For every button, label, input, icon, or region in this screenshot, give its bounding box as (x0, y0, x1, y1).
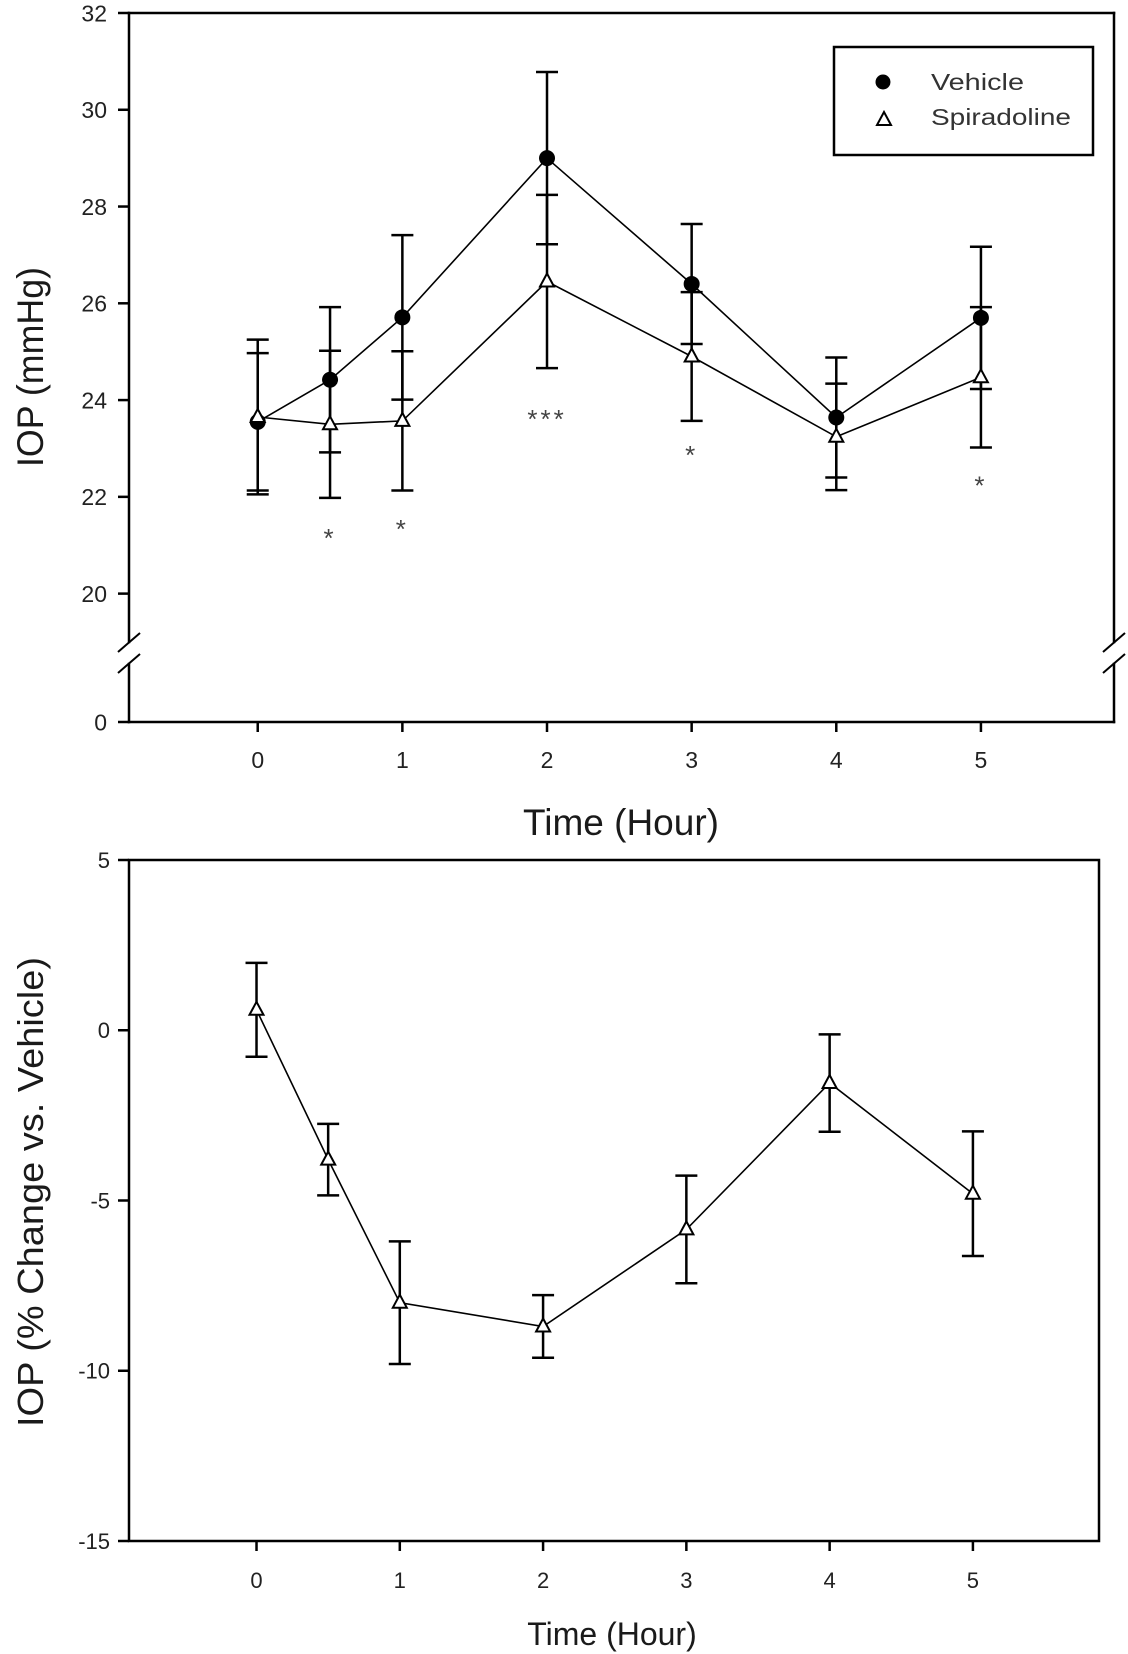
plot-marks (245, 961, 984, 1366)
marker-vehicle (828, 409, 845, 426)
x-tick-label: 0 (251, 747, 264, 773)
open-triangle-marker-icon (875, 109, 893, 126)
legend-box (832, 45, 1095, 157)
x-tick-label: 4 (824, 1568, 836, 1593)
marker-spiradoline (391, 1292, 409, 1309)
filled-circle-marker-icon (875, 74, 891, 90)
marker-spiradoline (964, 1183, 982, 1200)
marker-spiradoline (820, 1072, 839, 1089)
legend-label-spiradoline: Spiradoline (931, 104, 1071, 130)
legend-entry-vehicle: Vehicle (875, 69, 1024, 95)
marker-spiradoline (538, 271, 556, 288)
marker-spiradoline (683, 346, 701, 363)
marker-spiradoline (321, 414, 339, 431)
axis-break-mark (117, 632, 141, 653)
significance-annotation: * (323, 523, 336, 553)
y-tick-label: -5 (90, 1188, 110, 1213)
marker-vehicle (972, 309, 989, 326)
marker-spiradoline (972, 367, 990, 384)
y-axis-title: IOP (mmHg) (10, 267, 51, 467)
x-tick-label: 4 (830, 747, 843, 773)
chart-iop-percent-change: -15 -10 -5 0 5 0 1 2 3 4 5 Time (Hour) IOP (% Chan… (10, 848, 1101, 1652)
marker-spiradoline (534, 1316, 552, 1333)
x-tick-label: 5 (967, 1568, 979, 1593)
significance-annotation: *** (527, 404, 566, 434)
plot-frame (127, 858, 1101, 1543)
marker-spiradoline (249, 406, 267, 423)
significance-annotation: * (396, 514, 409, 544)
y-tick-label: 26 (81, 291, 107, 317)
marker-vehicle (322, 371, 339, 388)
y-axis-title: IOP (% Change vs. Vehicle) (10, 957, 51, 1427)
significance-annotation: * (685, 440, 698, 470)
axis-break-mark (1102, 653, 1126, 674)
legend-label-vehicle: Vehicle (931, 69, 1024, 95)
y-tick-label: -15 (78, 1529, 110, 1554)
x-tick-label: 1 (396, 747, 409, 773)
y-tick-label: 30 (81, 97, 107, 123)
marker-spiradoline (393, 410, 412, 427)
x-tick-label: 2 (541, 747, 554, 773)
x-tick-label: 5 (975, 747, 988, 773)
axis-break-mark (117, 653, 141, 674)
y-tick-label: -10 (78, 1359, 110, 1384)
x-tick-label: 3 (680, 1568, 692, 1593)
y-tick-label: 20 (81, 581, 107, 607)
marker-spiradoline (319, 1149, 337, 1166)
y-tick-label: 28 (81, 194, 107, 220)
plot-marks: * ****** (246, 70, 992, 553)
x-axis-title: Time (Hour) (527, 1616, 696, 1652)
y-tick-label: 0 (94, 709, 107, 735)
legend-entry-spiradoline: Spiradoline (875, 104, 1071, 130)
x-tick-label: 2 (537, 1568, 549, 1593)
marker-spiradoline (677, 1219, 696, 1236)
legend: Vehicle Spiradoline (832, 45, 1095, 157)
x-tick-label: 3 (685, 747, 698, 773)
series-line-spiradoline (257, 280, 982, 438)
x-tick-label: 1 (394, 1568, 406, 1593)
y-tick-label: 24 (81, 387, 107, 413)
series-line-vehicle (257, 157, 982, 423)
marker-spiradoline (247, 999, 266, 1016)
x-tick-label: 0 (250, 1568, 262, 1593)
marker-vehicle (683, 275, 700, 292)
y-tick-label: 32 (81, 0, 107, 26)
series-line-spiradoline (255, 1009, 974, 1328)
y-tick-label: 0 (98, 1018, 110, 1043)
y-tick-label: 5 (98, 848, 110, 873)
marker-vehicle (394, 309, 411, 326)
axis-break-mark (1102, 632, 1126, 653)
axes: 0 20 22 24 26 28 30 32 0 1 2 3 4 5 (81, 0, 1126, 773)
y-tick-label: 22 (81, 484, 107, 510)
significance-annotation: * (974, 471, 987, 501)
x-axis-title: Time (Hour) (523, 802, 719, 843)
marker-vehicle (539, 150, 556, 167)
axes: -15 -10 -5 0 5 0 1 2 3 4 5 (78, 848, 1101, 1593)
marker-spiradoline (827, 426, 845, 443)
